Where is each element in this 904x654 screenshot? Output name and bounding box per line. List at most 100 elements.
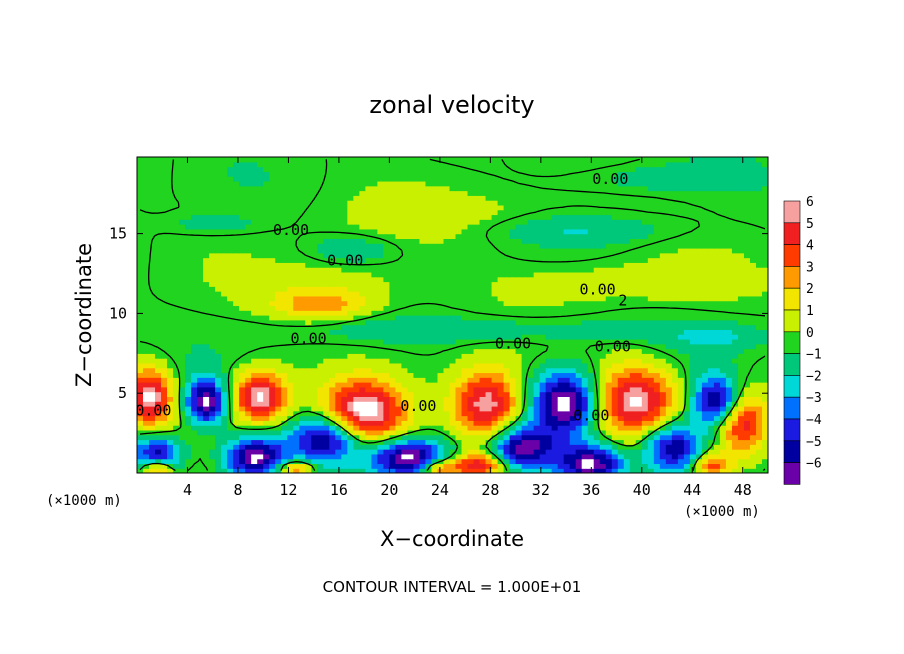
heatmap-cell [143,324,150,330]
heatmap-cell [461,458,469,465]
heatmap-cell [209,338,216,345]
heatmap-cell [395,396,403,402]
heatmap-cell [671,429,679,436]
heatmap-cell [161,439,168,445]
heatmap-cell [737,329,745,335]
heatmap-cell [275,415,282,421]
heatmap-cell [401,353,409,359]
heatmap-cell [419,348,427,354]
heatmap-cell [389,401,397,407]
heatmap-cell [431,319,439,326]
heatmap-cell [641,463,649,469]
heatmap-cell [635,367,643,374]
heatmap-cell [737,291,745,297]
heatmap-cell [761,463,768,469]
heatmap-cell [431,291,439,297]
heatmap-cell [287,295,294,302]
heatmap-cell [455,257,463,263]
heatmap-cell [611,252,619,259]
heatmap-cell [347,329,354,335]
heatmap-cell [191,324,198,330]
heatmap-cell [221,405,228,412]
heatmap-cell [551,453,559,460]
heatmap-cell [503,243,511,249]
heatmap-cell [467,315,475,321]
heatmap-cell [677,310,685,316]
heatmap-cell [725,257,733,263]
heatmap-cell [449,420,457,426]
heatmap-cell [263,286,270,292]
heatmap-cell [737,453,745,460]
heatmap-cell [455,377,463,383]
heatmap-cell [593,420,601,426]
heatmap-cell [533,401,541,407]
heatmap-cell [395,267,403,273]
heatmap-cell [641,286,649,292]
chart-title: zonal velocity [369,91,534,119]
heatmap-cell [257,286,264,292]
heatmap-cell [323,439,330,445]
heatmap-cell [587,276,595,283]
heatmap-cell [575,310,583,316]
heatmap-cell [503,315,511,321]
heatmap-cell [545,295,553,302]
heatmap-cell [749,305,757,311]
heatmap-cell [359,315,366,321]
heatmap-cell [161,362,168,369]
heatmap-cell [725,401,733,407]
heatmap-cell [575,295,583,302]
heatmap-cell [551,382,559,388]
heatmap-cell [611,362,619,369]
heatmap-cell [143,386,150,393]
heatmap-cell [281,367,288,374]
heatmap-cell [143,382,150,388]
heatmap-cell [677,358,685,364]
heatmap-cell [467,329,475,335]
heatmap-cell [707,463,715,469]
heatmap-cell [671,329,679,335]
heatmap-cell [287,401,294,407]
heatmap-cell [221,243,228,249]
heatmap-cell [677,405,685,412]
heatmap-cell [413,286,421,292]
heatmap-cell [509,458,517,465]
heatmap-cell [539,458,547,465]
heatmap-cell [425,434,433,441]
heatmap-cell [749,315,757,321]
heatmap-cell [569,439,577,445]
heatmap-cell [299,353,306,359]
heatmap-cell [233,247,240,254]
heatmap-cell [497,286,505,292]
heatmap-cell [725,276,733,283]
heatmap-cell [359,247,366,254]
heatmap-cell [281,252,288,259]
heatmap-cell [401,267,409,273]
heatmap-cell [377,329,384,335]
heatmap-cell [479,463,487,469]
heatmap-cell [149,367,156,374]
heatmap-cell [407,267,415,273]
heatmap-cell [659,420,667,426]
heatmap-cell [353,410,360,417]
heatmap-cell [593,286,601,292]
heatmap-cell [299,286,306,292]
heatmap-cell [677,429,685,436]
heatmap-cell [665,257,673,263]
heatmap-cell [455,386,463,393]
heatmap-cell [629,329,637,335]
heatmap-cell [551,449,559,455]
heatmap-cell [341,305,348,311]
heatmap-cell [443,286,451,292]
heatmap-cell [299,276,306,283]
heatmap-cell [335,353,342,359]
heatmap-cell [149,444,156,450]
heatmap-cell [629,410,637,417]
heatmap-cell [737,338,745,345]
heatmap-cell [137,468,144,473]
heatmap-cell [287,291,294,297]
heatmap-cell [581,453,589,460]
heatmap-cell [659,429,667,436]
heatmap-cell [683,353,691,359]
heatmap-cell [209,372,216,378]
heatmap-cell [557,271,565,278]
